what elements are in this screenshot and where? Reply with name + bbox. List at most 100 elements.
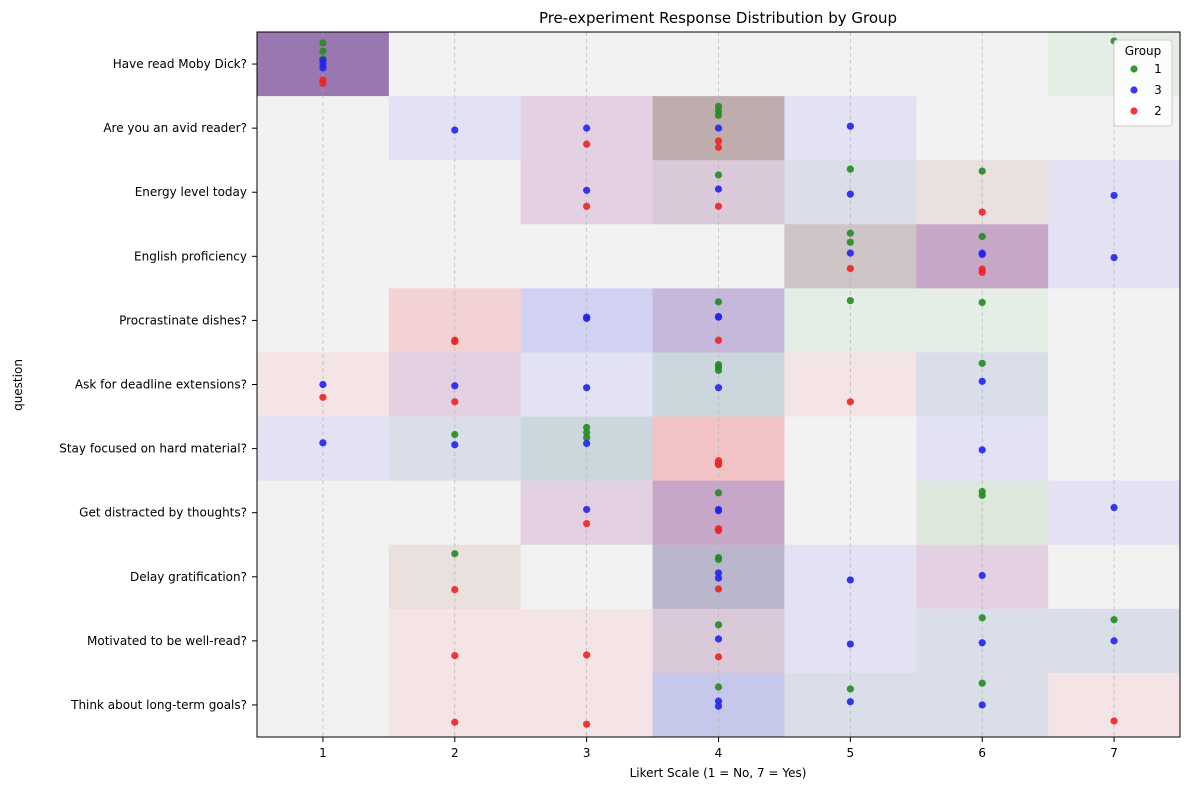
data-point (319, 393, 327, 401)
heat-cell (520, 544, 654, 610)
data-point (846, 165, 854, 173)
data-point (978, 167, 986, 175)
data-point (1110, 191, 1118, 200)
data-point (714, 574, 723, 582)
legend-entry: 2 (1154, 104, 1162, 118)
data-point (714, 143, 723, 151)
data-point (846, 238, 854, 246)
data-point (714, 585, 723, 593)
data-point (846, 398, 854, 406)
data-point (714, 137, 723, 145)
data-point (714, 621, 723, 629)
data-point (846, 122, 854, 130)
data-point (714, 507, 723, 515)
data-point (714, 569, 723, 577)
data-point (451, 430, 459, 439)
data-point (451, 337, 459, 346)
data-point (714, 555, 723, 564)
data-point (451, 441, 459, 449)
data-point (714, 683, 723, 691)
data-point (978, 377, 986, 385)
data-point (978, 359, 986, 367)
heat-cell (1048, 544, 1181, 610)
y-tick-label: Are you an avid reader? (103, 121, 247, 135)
data-point (714, 635, 723, 643)
legend-marker (1130, 86, 1138, 94)
data-point (846, 640, 854, 648)
data-point (846, 249, 854, 257)
data-point (319, 64, 327, 72)
legend-box (1113, 39, 1173, 127)
data-point (714, 489, 723, 497)
y-tick-label: Get distracted by thoughts? (79, 506, 247, 520)
data-point (583, 384, 591, 392)
data-point (978, 250, 986, 258)
data-point (319, 380, 327, 389)
data-point (714, 459, 723, 467)
y-tick-label: Procrastinate dishes? (119, 313, 247, 327)
legend-marker (1130, 107, 1138, 115)
data-point (583, 202, 591, 210)
y-tick-label: Think about long-term goals? (70, 698, 247, 712)
data-point (1110, 616, 1118, 624)
data-point (978, 679, 986, 687)
data-point (451, 550, 459, 558)
data-point (978, 208, 986, 216)
y-tick-label: English proficiency (134, 249, 247, 263)
data-point (978, 571, 986, 580)
data-point (319, 439, 327, 447)
data-point (714, 202, 723, 210)
y-tick-label: Energy level today (135, 185, 247, 199)
data-point (1110, 254, 1118, 262)
data-point (319, 79, 327, 87)
data-point (583, 423, 591, 432)
data-point (846, 576, 854, 584)
data-point (714, 298, 723, 306)
y-tick-label: Ask for deadline extensions? (75, 378, 247, 392)
data-point (714, 702, 723, 710)
heat-cell (257, 544, 390, 610)
data-point (978, 614, 986, 622)
data-point (1110, 503, 1118, 512)
data-point (846, 296, 854, 305)
data-point (846, 190, 854, 198)
data-point (583, 428, 591, 437)
legend: Group 1 3 2 (1113, 39, 1173, 127)
x-tick-label: 6 (978, 746, 986, 760)
data-point (714, 313, 723, 321)
data-point (714, 653, 723, 661)
data-point (451, 126, 459, 134)
data-point (583, 505, 591, 514)
heat-cell (916, 96, 1049, 161)
data-point (319, 47, 327, 55)
data-point (714, 124, 723, 132)
x-tick-label: 3 (583, 746, 591, 760)
data-point (1110, 637, 1118, 645)
x-tick-label: 1 (319, 746, 327, 760)
data-point (451, 382, 459, 390)
heat-cell (784, 480, 917, 546)
data-point (978, 701, 986, 709)
data-point (846, 698, 854, 706)
data-point (714, 527, 723, 535)
data-point (714, 366, 723, 374)
x-tick-label: 2 (451, 746, 459, 760)
y-tick-label: Motivated to be well-read? (87, 634, 247, 648)
data-point (319, 39, 327, 47)
data-point (583, 314, 591, 323)
data-point (583, 519, 591, 528)
y-tick-label: Have read Moby Dick? (113, 57, 247, 71)
legend-marker (1130, 65, 1138, 73)
heat-cell (1048, 480, 1181, 546)
data-point (714, 336, 723, 344)
data-point (583, 720, 591, 728)
data-point (583, 434, 591, 442)
data-point (583, 124, 591, 132)
heat-cell (257, 96, 390, 161)
data-point (583, 140, 591, 148)
data-point (714, 697, 723, 705)
heat-cell (257, 480, 390, 546)
heat-cell (388, 480, 522, 546)
data-point (583, 651, 591, 659)
